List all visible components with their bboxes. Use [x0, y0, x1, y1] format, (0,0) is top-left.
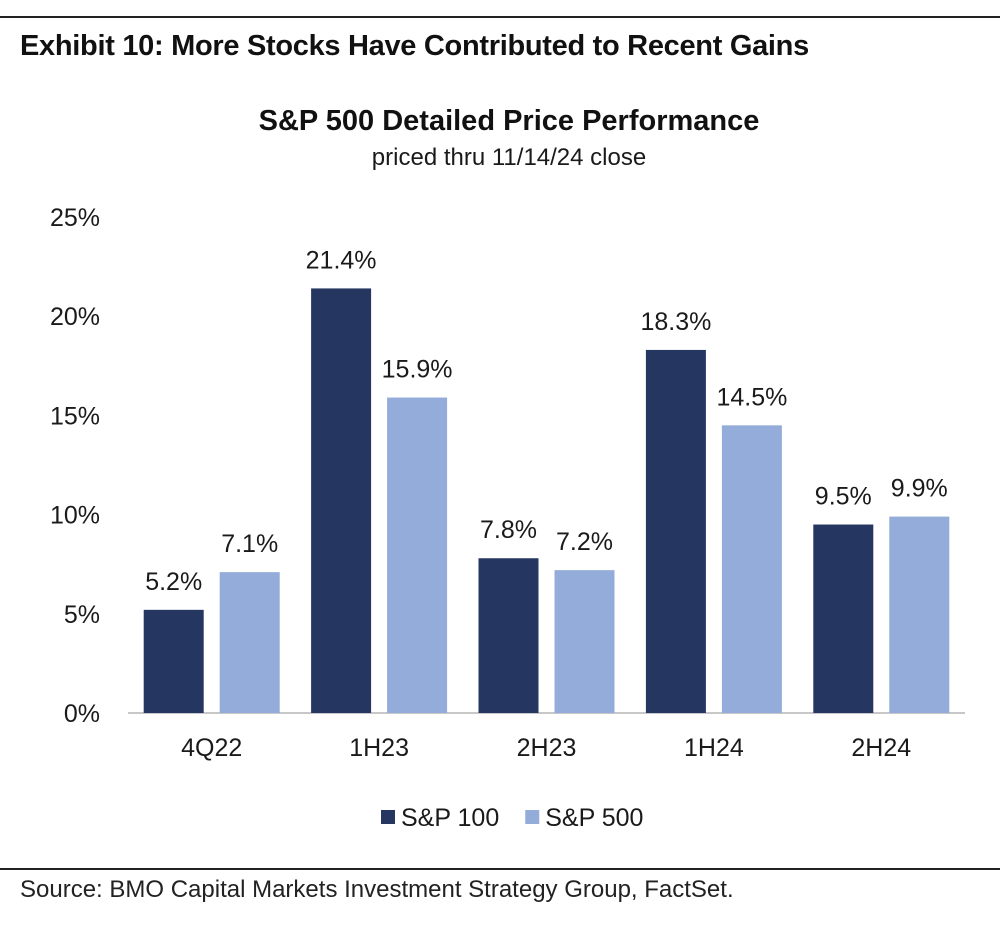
data-label: 5.2% — [145, 568, 202, 596]
y-tick-label: 15% — [50, 402, 100, 430]
bar-s-p-100-4q22 — [143, 609, 204, 713]
legend-swatch — [525, 810, 540, 824]
chart-title: S&P 500 Detailed Price Performance — [259, 105, 760, 137]
bottom-rule — [0, 868, 1000, 870]
x-tick-label: 1H23 — [349, 734, 409, 762]
x-tick-label: 2H24 — [851, 734, 911, 762]
data-label: 7.8% — [480, 516, 537, 544]
legend-label: S&P 100 — [401, 804, 499, 832]
y-tick-label: 5% — [64, 601, 100, 629]
data-label: 9.5% — [815, 483, 872, 511]
legend-label: S&P 500 — [545, 804, 643, 832]
bar-s-p-500-2h24 — [889, 516, 950, 713]
y-tick-label: 25% — [50, 204, 100, 232]
bar-s-p-100-2h23 — [478, 558, 539, 713]
y-tick-label: 10% — [50, 502, 100, 530]
data-label: 15.9% — [382, 356, 453, 384]
bar-s-p-500-1h23 — [387, 397, 448, 713]
legend-swatch — [381, 810, 395, 824]
data-label: 18.3% — [640, 308, 711, 336]
chart-subtitle: priced thru 11/14/24 close — [372, 144, 646, 171]
bar-s-p-500-1h24 — [721, 425, 782, 713]
data-label: 21.4% — [306, 246, 377, 274]
data-label: 7.1% — [221, 530, 278, 558]
bar-s-p-500-4q22 — [219, 572, 280, 713]
data-label: 7.2% — [556, 528, 613, 556]
bar-s-p-100-1h24 — [645, 349, 706, 713]
bar-s-p-500-2h23 — [554, 570, 615, 713]
y-tick-label: 20% — [50, 303, 100, 331]
top-rule — [0, 16, 1000, 18]
x-tick-label: 1H24 — [684, 734, 744, 762]
bar-s-p-100-2h24 — [813, 524, 874, 713]
y-tick-label: 0% — [64, 700, 100, 728]
exhibit-title: Exhibit 10: More Stocks Have Contributed… — [20, 30, 809, 62]
x-tick-label: 4Q22 — [181, 734, 242, 762]
data-label: 14.5% — [716, 383, 787, 411]
x-tick-label: 2H23 — [517, 734, 577, 762]
data-label: 9.9% — [891, 475, 948, 503]
source-note: Source: BMO Capital Markets Investment S… — [20, 876, 734, 903]
bar-s-p-100-1h23 — [311, 288, 372, 713]
